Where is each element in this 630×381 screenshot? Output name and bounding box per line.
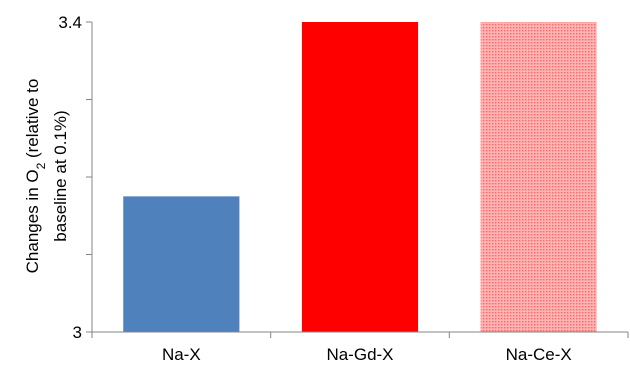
x-category-label: Na-X: [162, 345, 201, 364]
bars: [123, 22, 597, 332]
y-tick-label: 3: [73, 323, 82, 342]
svg-text:Changes in O2 (relative to: Changes in O2 (relative to: [23, 79, 48, 274]
y-axis-label-line2-text: baseline at 0.1%): [51, 110, 70, 241]
bar-na-gd-x: [301, 22, 419, 332]
y-tick-label: 3.4: [58, 13, 82, 32]
y-axis-label-suffix: (relative to: [23, 79, 42, 163]
y-axis-label-line2: baseline at 0.1%): [51, 110, 70, 241]
x-axis-categories: Na-X Na-Gd-X Na-Ce-X: [162, 345, 572, 364]
x-category-label: Na-Ce-X: [506, 345, 572, 364]
axes: [91, 22, 629, 338]
y-axis-ticks: 33.4: [58, 13, 92, 342]
y-axis-label-subscript: 2: [34, 162, 48, 169]
y-axis-label: Changes in O2 (relative to: [23, 79, 48, 274]
x-category-label: Na-Gd-X: [326, 345, 393, 364]
bar-na-ce-x: [480, 22, 597, 332]
bar-na-x: [123, 196, 240, 332]
y-axis-label-prefix: Changes in O: [23, 169, 42, 273]
